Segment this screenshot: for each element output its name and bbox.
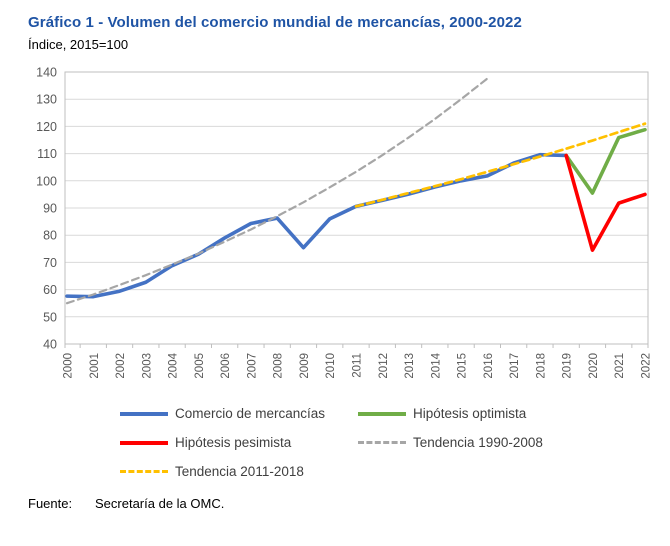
x-axis-label: 2010 bbox=[325, 353, 337, 379]
x-axis-label: 2012 bbox=[378, 353, 390, 379]
y-axis-label: 80 bbox=[43, 229, 57, 243]
y-axis-label: 70 bbox=[43, 256, 57, 270]
legend-label-1: Hipótesis optimista bbox=[413, 406, 527, 421]
x-axis-label: 2008 bbox=[273, 353, 285, 379]
x-axis-label: 2017 bbox=[509, 353, 521, 379]
x-axis-label: 2011 bbox=[352, 353, 364, 378]
legend-swatch-dashed-line-icon bbox=[120, 470, 168, 473]
legend-swatch-dashed-line-icon bbox=[358, 441, 406, 444]
series-line-hip-tesis-optimista bbox=[564, 127, 647, 195]
y-axis-label: 140 bbox=[36, 66, 57, 80]
y-axis-label: 40 bbox=[43, 338, 57, 352]
legend-label-4: Tendencia 2011-2018 bbox=[175, 464, 304, 479]
y-axis-label: 90 bbox=[43, 202, 57, 216]
legend: Comercio de mercancías Hipótesis optimist… bbox=[120, 406, 670, 479]
x-axis-label: 2022 bbox=[641, 353, 653, 379]
x-axis-label: 2002 bbox=[115, 353, 127, 379]
y-axis-label: 50 bbox=[43, 310, 57, 324]
x-axis-label: 2016 bbox=[483, 353, 495, 379]
x-axis-label: 2009 bbox=[299, 353, 311, 379]
x-axis-label: 2014 bbox=[430, 352, 442, 378]
chart-plot: 40 50 60 70 80 90 100 110 120 130 140 2000 2001 2002 2… bbox=[36, 66, 653, 379]
series-line-tendencia-2011-2018 bbox=[354, 122, 647, 208]
x-axis-label: 2018 bbox=[535, 353, 547, 379]
legend-item-3: Tendencia 1990-2008 bbox=[358, 435, 610, 450]
x-axis-label: 2015 bbox=[457, 353, 469, 379]
x-axis-label: 2005 bbox=[194, 353, 206, 379]
legend-item-1: Hipótesis optimista bbox=[358, 406, 610, 421]
legend-label-3: Tendencia 1990-2008 bbox=[413, 435, 543, 450]
x-axis-label: 2020 bbox=[588, 353, 600, 379]
chart-title: Gráfico 1 - Volumen del comercio mundial… bbox=[28, 14, 522, 31]
legend-label-0: Comercio de mercancías bbox=[175, 406, 326, 421]
source-line: Fuente: Secretaría de la OMC. bbox=[28, 496, 670, 511]
series-line-hip-tesis-pesimista bbox=[564, 153, 647, 252]
x-axis-label: 2003 bbox=[141, 353, 153, 379]
x-axis-label: 2019 bbox=[562, 353, 574, 379]
x-axis-label: 2007 bbox=[246, 353, 258, 379]
x-axis-label: 2000 bbox=[63, 353, 75, 379]
legend-item-2: Hipótesis pesimista bbox=[120, 435, 358, 450]
x-axis-label: 2001 bbox=[89, 353, 101, 379]
legend-swatch-solid-line-icon bbox=[120, 411, 168, 416]
plot-border bbox=[64, 71, 649, 345]
chart-subtitle: Índice, 2015=100 bbox=[28, 37, 129, 52]
y-axis-label: 120 bbox=[36, 120, 57, 134]
source-text: Secretaría de la OMC. bbox=[95, 496, 225, 511]
series-line-comercio-de-mercanc-as bbox=[65, 152, 568, 299]
x-axis-label: 2013 bbox=[404, 353, 416, 379]
legend-item-0: Comercio de mercancías bbox=[120, 406, 358, 421]
x-axis-label: 2006 bbox=[220, 353, 232, 379]
legend-label-2: Hipótesis pesimista bbox=[175, 435, 292, 450]
x-axis-label: 2021 bbox=[614, 353, 626, 379]
series-line-tendencia-1990-2008 bbox=[65, 77, 489, 305]
y-axis-label: 130 bbox=[36, 93, 57, 107]
y-axis-label: 60 bbox=[43, 283, 57, 297]
x-axis-label: 2004 bbox=[168, 352, 180, 378]
y-axis-label: 110 bbox=[37, 147, 57, 161]
figure: Gráfico 1 - Volumen del comercio mundial… bbox=[0, 14, 670, 511]
legend-item-4: Tendencia 2011-2018 bbox=[120, 464, 358, 479]
source-label: Fuente: bbox=[28, 496, 73, 511]
legend-swatch-solid-line-icon bbox=[358, 411, 406, 416]
y-axis-label: 100 bbox=[36, 174, 57, 188]
legend-swatch-solid-line-icon bbox=[120, 440, 168, 445]
